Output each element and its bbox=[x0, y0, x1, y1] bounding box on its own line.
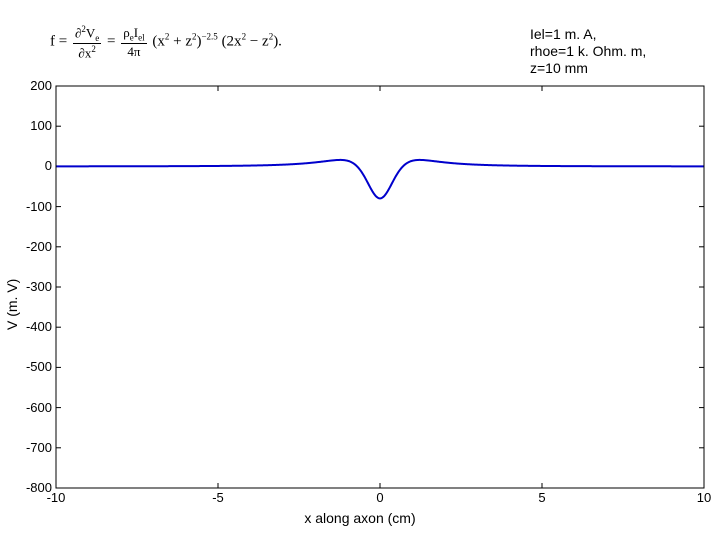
xtick-label: -5 bbox=[198, 490, 238, 505]
annot-line-3: z=10 mm bbox=[530, 60, 710, 77]
ytick-label: 100 bbox=[12, 118, 52, 133]
ytick-label: 200 bbox=[12, 78, 52, 93]
ytick-label: -100 bbox=[12, 199, 52, 214]
xtick-label: 5 bbox=[522, 490, 562, 505]
ytick-label: -200 bbox=[12, 239, 52, 254]
ytick-label: -700 bbox=[12, 440, 52, 455]
ytick-label: -300 bbox=[12, 279, 52, 294]
x-axis-label: x along axon (cm) bbox=[0, 510, 720, 526]
ytick-label: -400 bbox=[12, 319, 52, 334]
parameter-annotation: Iel=1 m. A, rhoe=1 k. Ohm. m, z=10 mm bbox=[530, 26, 710, 76]
annot-line-1: Iel=1 m. A, bbox=[530, 26, 710, 43]
xtick-label: 10 bbox=[684, 490, 720, 505]
page-root: f = ∂2Ve∂x2 = ρeIel4π (x2 + z2)−2.5 (2x2… bbox=[0, 0, 720, 540]
chart-svg bbox=[0, 80, 720, 528]
formula-equation: f = ∂2Ve∂x2 = ρeIel4π (x2 + z2)−2.5 (2x2… bbox=[50, 25, 282, 59]
xtick-label: 0 bbox=[360, 490, 400, 505]
annot-line-2: rhoe=1 k. Ohm. m, bbox=[530, 43, 710, 60]
ytick-label: 0 bbox=[12, 158, 52, 173]
ytick-label: -600 bbox=[12, 400, 52, 415]
chart-container: V (m. V) x along axon (cm) 2001000-100-2… bbox=[0, 80, 720, 530]
ytick-label: -500 bbox=[12, 359, 52, 374]
xtick-label: -10 bbox=[36, 490, 76, 505]
